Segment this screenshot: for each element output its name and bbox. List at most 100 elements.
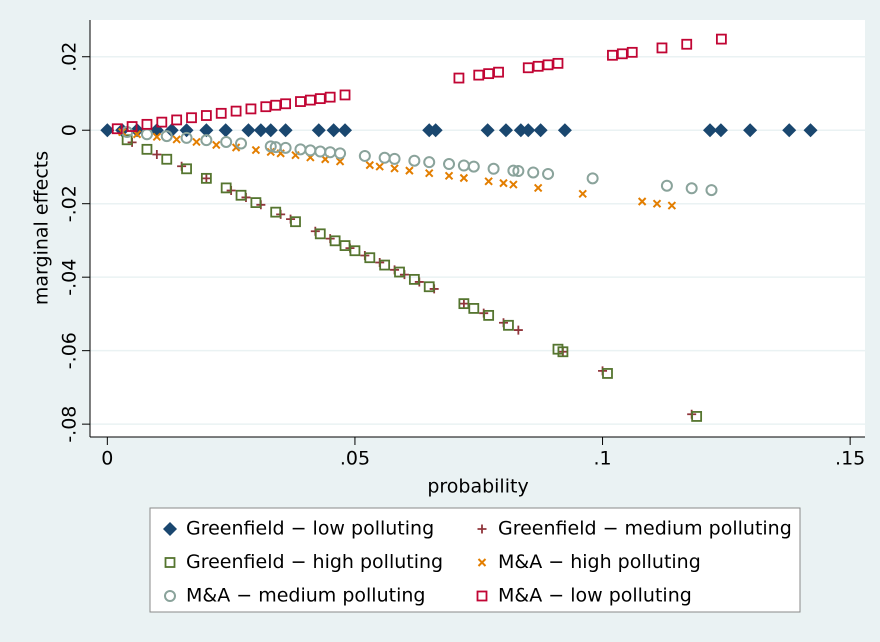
point — [512, 165, 525, 178]
point — [423, 156, 436, 169]
x-tick-label: 0 — [101, 448, 113, 470]
point — [220, 135, 233, 148]
point — [263, 123, 278, 138]
x-tick-label: .1 — [593, 448, 611, 470]
legend-label: M&A − high polluting — [498, 551, 701, 573]
point — [468, 303, 480, 314]
point — [172, 135, 181, 144]
legend-label: M&A − low polluting — [498, 585, 692, 607]
legend — [149, 507, 801, 613]
point — [235, 189, 247, 201]
point — [473, 69, 485, 81]
y-axis-title: marginal effects — [31, 151, 53, 305]
point — [218, 123, 233, 138]
point — [423, 281, 435, 293]
point — [467, 160, 480, 173]
point — [334, 147, 347, 160]
point — [453, 72, 465, 84]
x-axis-title: probability — [427, 476, 528, 498]
point — [121, 134, 133, 146]
point — [521, 123, 536, 138]
plot-area — [90, 20, 865, 437]
point — [250, 197, 262, 208]
point — [181, 163, 192, 175]
point — [408, 154, 421, 167]
point — [152, 149, 162, 159]
point — [335, 157, 345, 166]
point — [533, 123, 548, 138]
point — [141, 118, 153, 130]
point — [532, 60, 544, 72]
y-tick-label: -.06 — [59, 332, 81, 369]
point — [161, 153, 173, 165]
point — [180, 131, 193, 144]
point — [480, 123, 495, 138]
point — [349, 245, 361, 257]
point — [443, 158, 456, 171]
point — [487, 162, 500, 175]
legend-label: Greenfield − medium polluting — [498, 518, 792, 540]
point — [578, 189, 587, 198]
point — [365, 160, 374, 170]
point — [425, 168, 434, 178]
y-tick-label: -.08 — [59, 406, 81, 443]
point — [270, 206, 282, 218]
point — [444, 171, 454, 180]
point — [364, 252, 376, 264]
y-tick-label: .02 — [59, 42, 81, 72]
point — [111, 123, 123, 135]
point — [405, 166, 414, 175]
point — [339, 89, 351, 101]
point — [542, 167, 555, 180]
point — [483, 68, 495, 80]
point — [509, 180, 518, 189]
point — [230, 105, 242, 117]
point — [126, 121, 138, 132]
point — [304, 94, 316, 106]
point — [499, 178, 508, 188]
point — [200, 134, 213, 147]
legend-label: Greenfield − high polluting — [186, 551, 443, 573]
point — [326, 123, 341, 138]
point — [507, 164, 520, 177]
y-tick-label: -.04 — [59, 259, 81, 296]
point — [607, 49, 618, 61]
point — [314, 228, 326, 240]
point — [235, 137, 248, 150]
point — [200, 172, 212, 184]
point — [660, 179, 673, 192]
point — [656, 42, 668, 54]
point — [616, 48, 628, 60]
point — [215, 107, 227, 119]
point — [513, 325, 523, 335]
point — [637, 197, 647, 206]
point — [231, 143, 241, 152]
legend-symbol — [164, 557, 176, 568]
point — [713, 123, 728, 138]
point — [533, 183, 543, 193]
point — [379, 259, 391, 271]
point — [394, 266, 405, 278]
point — [459, 173, 469, 183]
point — [586, 172, 599, 185]
point — [192, 137, 201, 147]
point — [100, 123, 115, 138]
point — [245, 103, 257, 115]
legend-symbol — [476, 590, 488, 602]
point — [388, 152, 401, 165]
point — [264, 140, 277, 153]
point — [667, 201, 677, 210]
y-tick-label: -.02 — [59, 185, 81, 222]
point — [503, 319, 514, 331]
legend-label: M&A − medium polluting — [186, 585, 425, 607]
legend-symbol — [163, 522, 177, 536]
legend-symbol — [477, 524, 487, 534]
point — [375, 162, 384, 171]
point — [542, 59, 554, 71]
point — [201, 173, 211, 183]
point — [295, 96, 306, 107]
y-tick-label: 0 — [59, 124, 81, 136]
point — [484, 177, 493, 186]
point — [200, 110, 212, 121]
